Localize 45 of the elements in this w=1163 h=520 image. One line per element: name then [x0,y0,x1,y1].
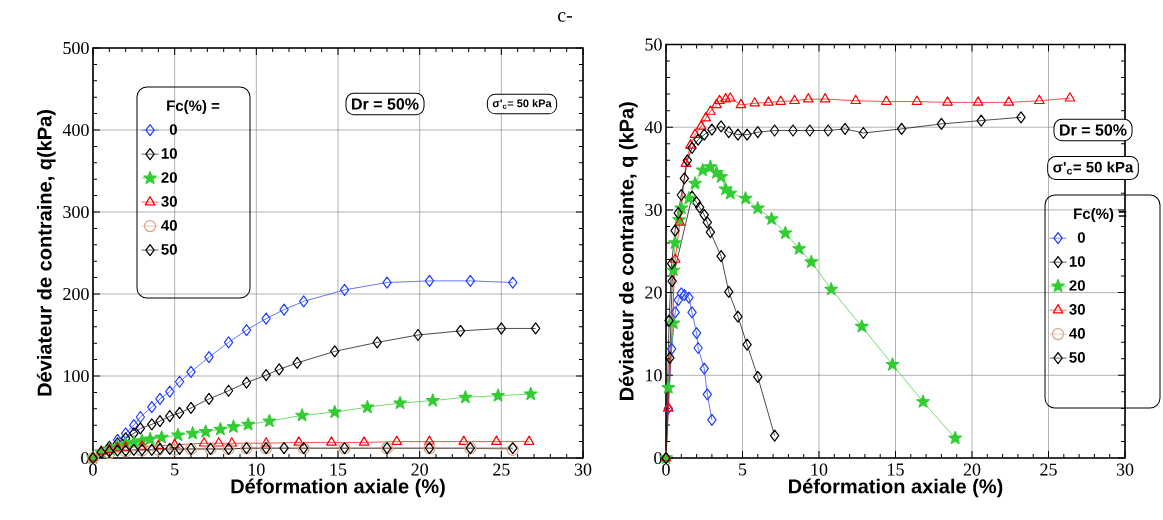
legend-label: 20 [161,172,177,183]
x-tick-label: 10 [248,463,265,476]
x-tick-label: 30 [1116,463,1134,476]
y-tick-label: 200 [63,287,89,301]
y-tick-label: 20 [645,286,662,299]
y-tick-label: 300 [63,205,89,219]
legend-label: 0 [1077,232,1085,243]
legend-label: 10 [1069,256,1085,267]
x-tick-label: 25 [493,463,510,476]
legend-label: 0 [169,124,177,135]
x-tick-label: 5 [739,463,747,476]
y-tick-label: 400 [62,123,89,137]
y-tick-label: 500 [63,41,89,55]
x-tick-label: 25 [1040,463,1057,476]
legend-title: Fc(%) = [167,100,220,114]
y-axis-title: Déviateur de contrainte, q (kPa) [618,102,638,400]
x-tick-label: 15 [330,463,347,476]
annotation: σ'$_{c}$= 50 kPa [492,99,552,109]
legend-label: 50 [1069,352,1085,363]
legend-label: 10 [161,148,177,159]
legend-label: 40 [1069,328,1085,339]
x-tick-label: 0 [662,463,670,476]
legend-label: 20 [1069,280,1085,291]
legend-label: 50 [161,244,177,255]
x-tick-label: 5 [171,463,179,476]
annotation: Dr = 50% [1060,124,1127,136]
x-tick-label: 20 [963,463,981,476]
x-axis-title: Déformation axiale (%) [231,478,445,498]
x-tick-label: 10 [811,463,828,476]
legend-label: 30 [161,196,177,207]
x-tick-label: 20 [411,463,428,476]
y-axis-title: Déviateur de contraine, q(kPa) [36,110,56,396]
y-tick-label: 50 [645,38,662,51]
legend-label: 30 [1069,304,1085,315]
legend-label: 40 [161,220,177,231]
annotation: Dr = 50% [352,98,419,110]
chart-title: c- [558,12,573,22]
annotation: σ'$_{c}$= 50 kPa [1053,161,1134,175]
x-axis-title: Déformation axiale (%) [789,478,1003,498]
y-tick-label: 10 [646,369,662,382]
y-tick-label: 40 [644,121,662,134]
y-tick-label: 30 [645,203,662,216]
x-tick-label: 30 [574,463,592,476]
y-tick-label: 100 [64,369,89,383]
x-tick-label: 15 [888,463,904,476]
